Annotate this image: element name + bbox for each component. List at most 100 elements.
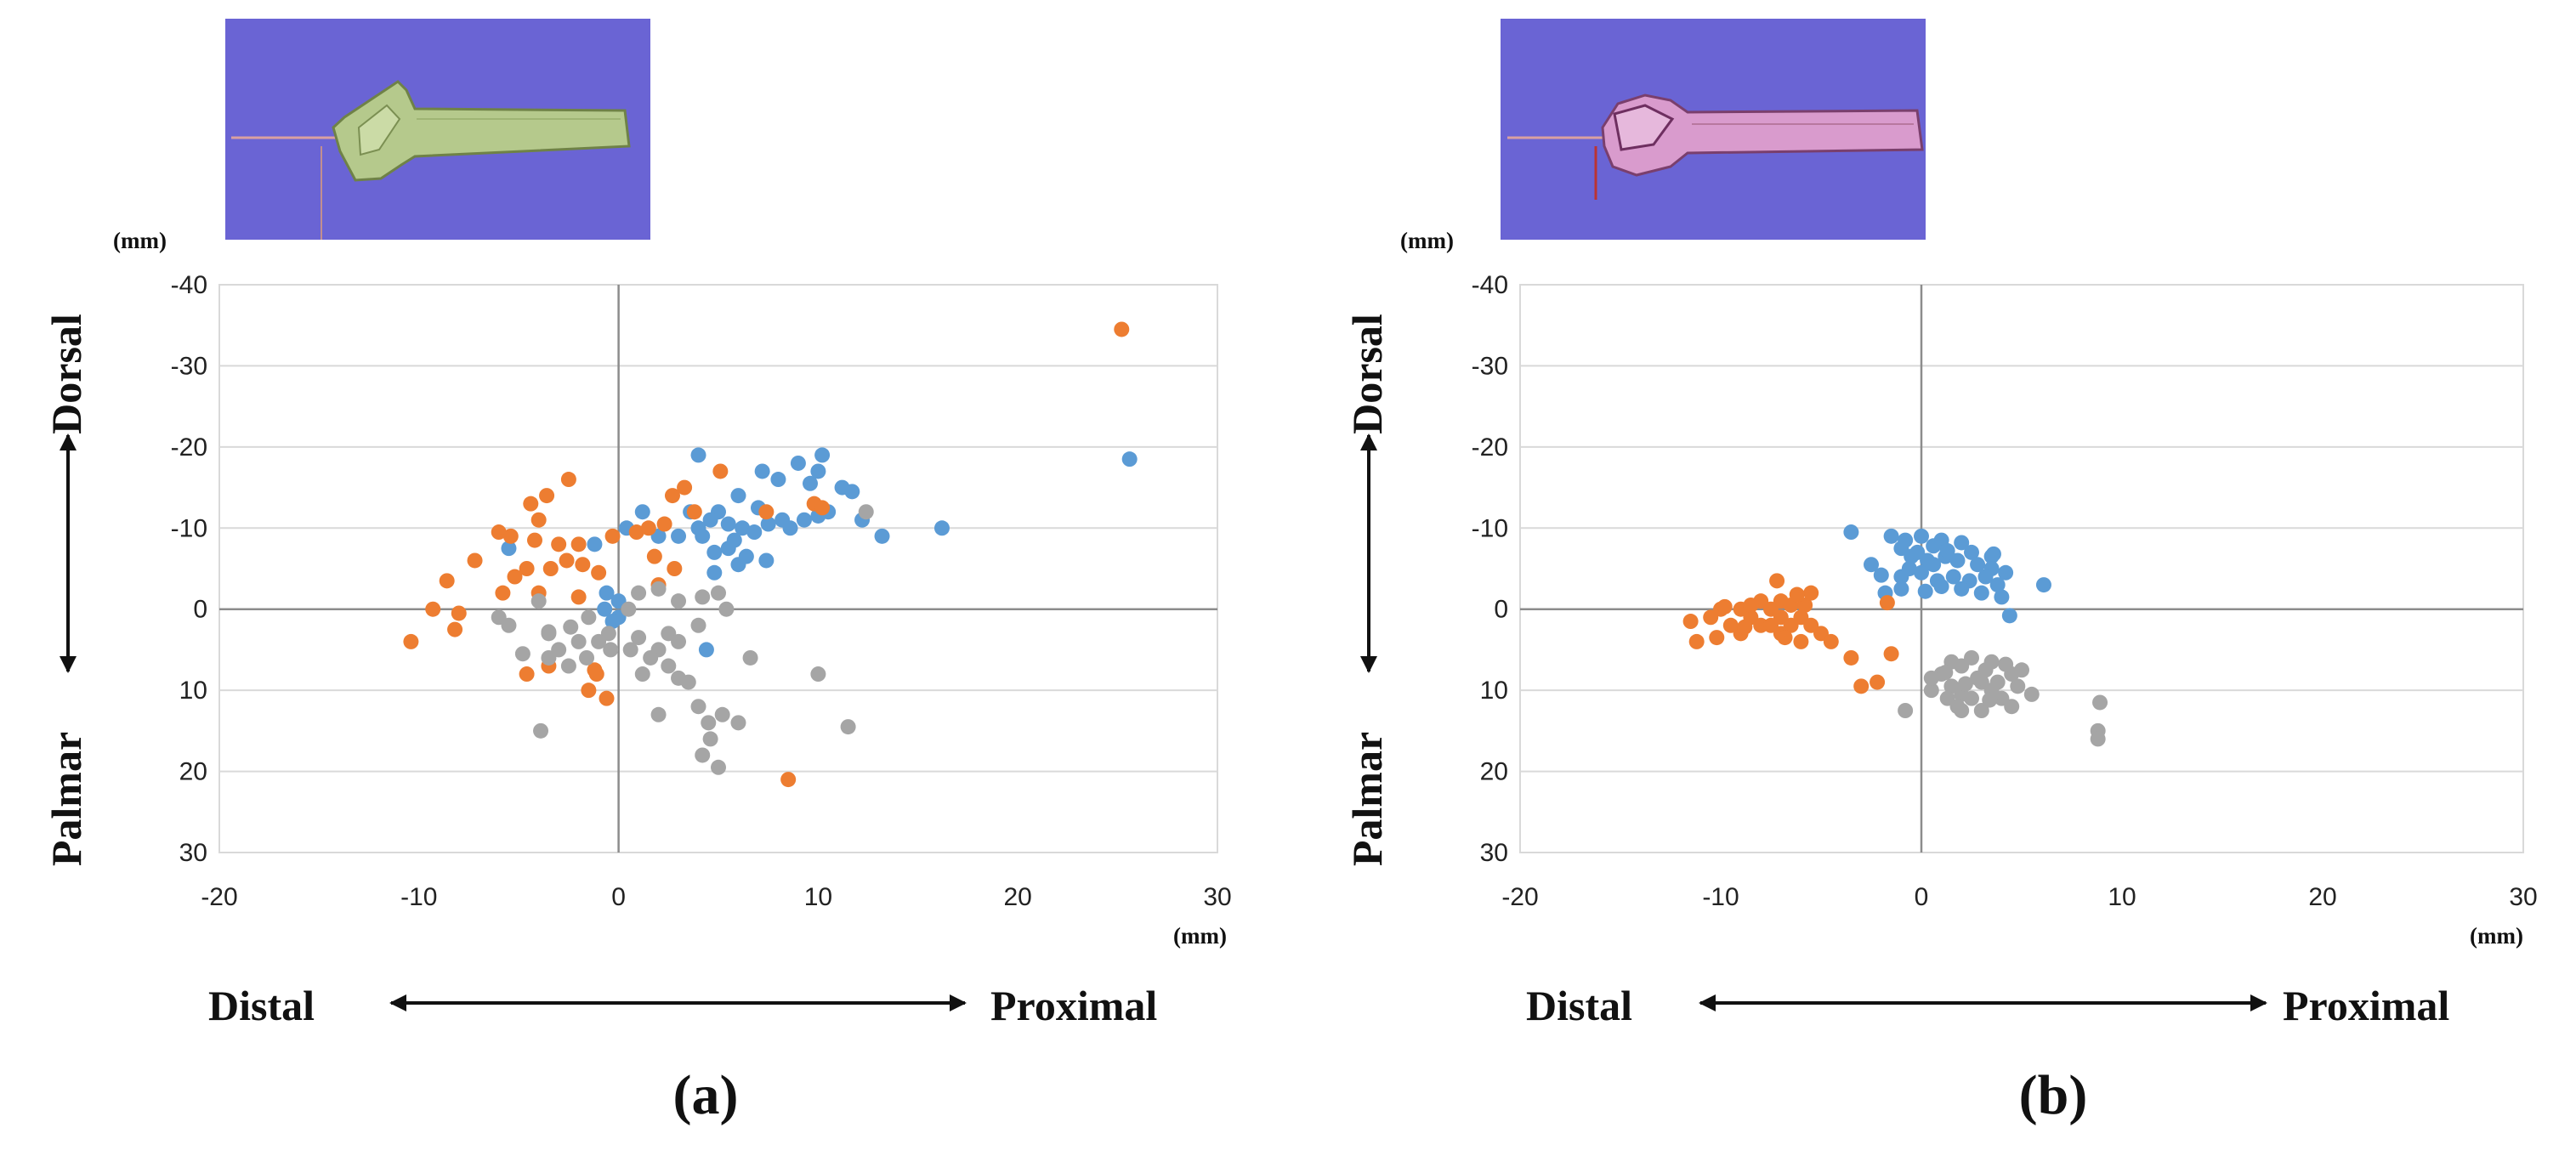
- point-blue: [1917, 583, 1933, 599]
- point-blue: [1989, 577, 2006, 593]
- point-orange: [519, 561, 535, 576]
- y-tick-label: 20: [1480, 758, 1508, 786]
- point-orange: [551, 536, 567, 552]
- data-points: [1682, 524, 2108, 747]
- point-gray: [591, 633, 607, 649]
- point-gray: [1998, 656, 2014, 672]
- point-orange: [559, 552, 575, 569]
- point-blue: [1121, 451, 1138, 467]
- point-blue: [587, 536, 603, 552]
- point-orange: [519, 666, 535, 683]
- point-blue: [720, 541, 736, 557]
- point-gray: [661, 658, 677, 674]
- point-orange: [640, 520, 656, 536]
- gridlines: [1519, 284, 2524, 853]
- point-gray: [1949, 699, 1966, 715]
- x-axis-label-proximal: Proximal: [2283, 982, 2449, 1029]
- data-points: [403, 321, 1138, 788]
- point-orange: [814, 500, 831, 516]
- point-orange: [1682, 614, 1699, 630]
- point-orange: [495, 585, 511, 601]
- point-orange: [604, 528, 621, 544]
- point-gray: [631, 585, 647, 601]
- point-orange: [646, 548, 662, 564]
- point-orange: [447, 621, 463, 637]
- bone-thumbnail-icon: [1501, 19, 1926, 240]
- x-tick-label: 20: [1004, 883, 1032, 911]
- point-gray: [563, 619, 579, 635]
- y-tick-label: 30: [1480, 839, 1508, 867]
- point-orange: [507, 569, 523, 585]
- point-orange: [1879, 595, 1895, 611]
- point-gray: [1970, 670, 1986, 686]
- point-blue: [1914, 528, 1929, 544]
- point-orange: [1823, 633, 1839, 649]
- point-gray: [671, 593, 687, 609]
- point-blue: [730, 488, 746, 504]
- point-gray: [1964, 649, 1979, 666]
- point-blue: [758, 552, 775, 569]
- point-orange: [1743, 597, 1759, 613]
- point-gray: [643, 649, 659, 666]
- point-blue: [1901, 561, 1917, 576]
- point-blue: [1945, 569, 1961, 585]
- point-orange: [588, 666, 604, 683]
- y-tick-label: -40: [1472, 271, 1508, 299]
- point-blue: [695, 528, 711, 544]
- point-blue: [790, 455, 806, 471]
- point-gray: [702, 731, 718, 747]
- point-gray: [603, 642, 619, 658]
- point-orange: [1883, 646, 1899, 662]
- point-gray: [714, 706, 730, 722]
- point-blue: [1973, 585, 1989, 601]
- point-orange: [526, 532, 542, 548]
- point-blue: [735, 520, 751, 536]
- point-orange: [581, 683, 597, 699]
- point-gray: [570, 633, 587, 649]
- bone-thumbnail-icon: [225, 19, 650, 240]
- tick-labels: -40 -30 -20 -10 0 10 20 30 -20 -10 0 10 20 30: [171, 271, 1232, 911]
- panel-label-b: (b): [2019, 1064, 2088, 1126]
- y-tick-label: -10: [171, 514, 207, 542]
- panel-label-a: (a): [673, 1064, 739, 1126]
- point-blue: [874, 528, 890, 544]
- x-axis-label-proximal: Proximal: [990, 982, 1157, 1029]
- point-orange: [502, 528, 519, 544]
- point-blue: [770, 472, 786, 488]
- point-orange: [1769, 573, 1785, 589]
- point-blue: [1977, 569, 1994, 585]
- point-blue: [1909, 544, 1926, 560]
- point-blue: [706, 564, 723, 581]
- point-gray: [1923, 670, 1939, 686]
- point-gray: [711, 585, 726, 601]
- zero-axes: [1520, 285, 2523, 853]
- x-tick-label: 30: [1203, 883, 1231, 911]
- y-unit-label: (mm): [113, 228, 167, 253]
- point-blue: [706, 544, 723, 560]
- point-orange: [425, 601, 441, 617]
- point-orange: [451, 605, 467, 621]
- point-gray: [840, 719, 856, 735]
- point-blue: [1914, 564, 1929, 581]
- point-orange: [1763, 617, 1779, 633]
- point-orange: [1709, 630, 1725, 646]
- point-blue: [702, 512, 718, 528]
- point-orange: [1777, 630, 1793, 646]
- point-orange: [570, 536, 587, 552]
- point-orange: [1803, 585, 1819, 601]
- point-gray: [533, 722, 549, 739]
- y-axis-label-palmar: Palmar: [1343, 732, 1391, 866]
- point-blue: [1994, 589, 2010, 605]
- point-orange: [560, 472, 576, 488]
- point-blue: [597, 601, 613, 617]
- point-gray: [695, 747, 711, 763]
- point-gray: [2014, 662, 2029, 678]
- x-axis-label-distal: Distal: [208, 982, 315, 1029]
- scatter-chart-a: -40 -30 -20 -10 0 10 20 30 -20 -10 0 10 20 30 (mm) (m…: [43, 19, 1232, 1126]
- point-blue: [1926, 538, 1942, 554]
- x-tick-label: 30: [2509, 883, 2537, 911]
- point-blue: [1970, 557, 1986, 573]
- x-tick-label: -20: [1501, 883, 1538, 911]
- x-tick-label: -10: [400, 883, 437, 911]
